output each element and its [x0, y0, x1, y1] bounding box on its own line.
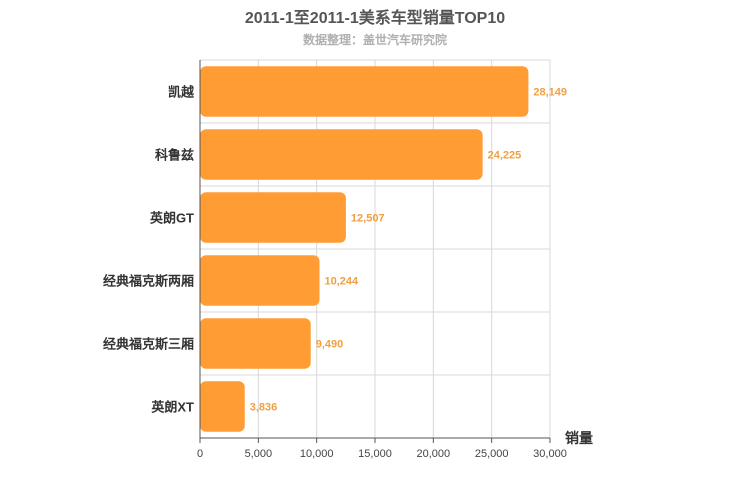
- category-label: 英朗XT: [150, 400, 194, 415]
- data-label: 10,244: [325, 276, 360, 288]
- bar: [200, 129, 483, 180]
- x-tick-label: 15,000: [358, 448, 392, 460]
- category-label: 科鲁兹: [155, 148, 194, 163]
- data-label: 28,149: [533, 87, 567, 99]
- bar: [200, 66, 529, 117]
- category-label: 经典福克斯三厢: [103, 337, 194, 352]
- category-label: 英朗GT: [149, 211, 194, 226]
- category-label: 凯越: [168, 85, 195, 100]
- data-label: 12,507: [351, 213, 385, 225]
- category-label: 经典福克斯两厢: [103, 274, 194, 289]
- x-tick-label: 5,000: [245, 448, 273, 460]
- x-tick-label: 10,000: [300, 448, 334, 460]
- chart-subtitle: 数据整理：盖世汽车研究院: [302, 33, 447, 47]
- bar: [200, 255, 320, 306]
- data-label: 9,490: [316, 339, 344, 351]
- data-label: 24,225: [488, 150, 522, 162]
- data-label: 3,836: [250, 402, 278, 414]
- x-tick-label: 0: [197, 448, 203, 460]
- x-tick-label: 20,000: [417, 448, 451, 460]
- x-tick-label: 30,000: [533, 448, 567, 460]
- chart-title: 2011-1至2011-1美系车型销量TOP10: [244, 10, 506, 27]
- x-axis-title: 销量: [565, 430, 593, 446]
- bar: [200, 318, 311, 369]
- bar: [200, 192, 346, 243]
- grid: [200, 59, 551, 439]
- x-tick-label: 25,000: [475, 448, 509, 460]
- bar: [200, 381, 245, 432]
- bars: 28,149 24,225 12,507 10,244 9,490 3,836: [200, 66, 567, 432]
